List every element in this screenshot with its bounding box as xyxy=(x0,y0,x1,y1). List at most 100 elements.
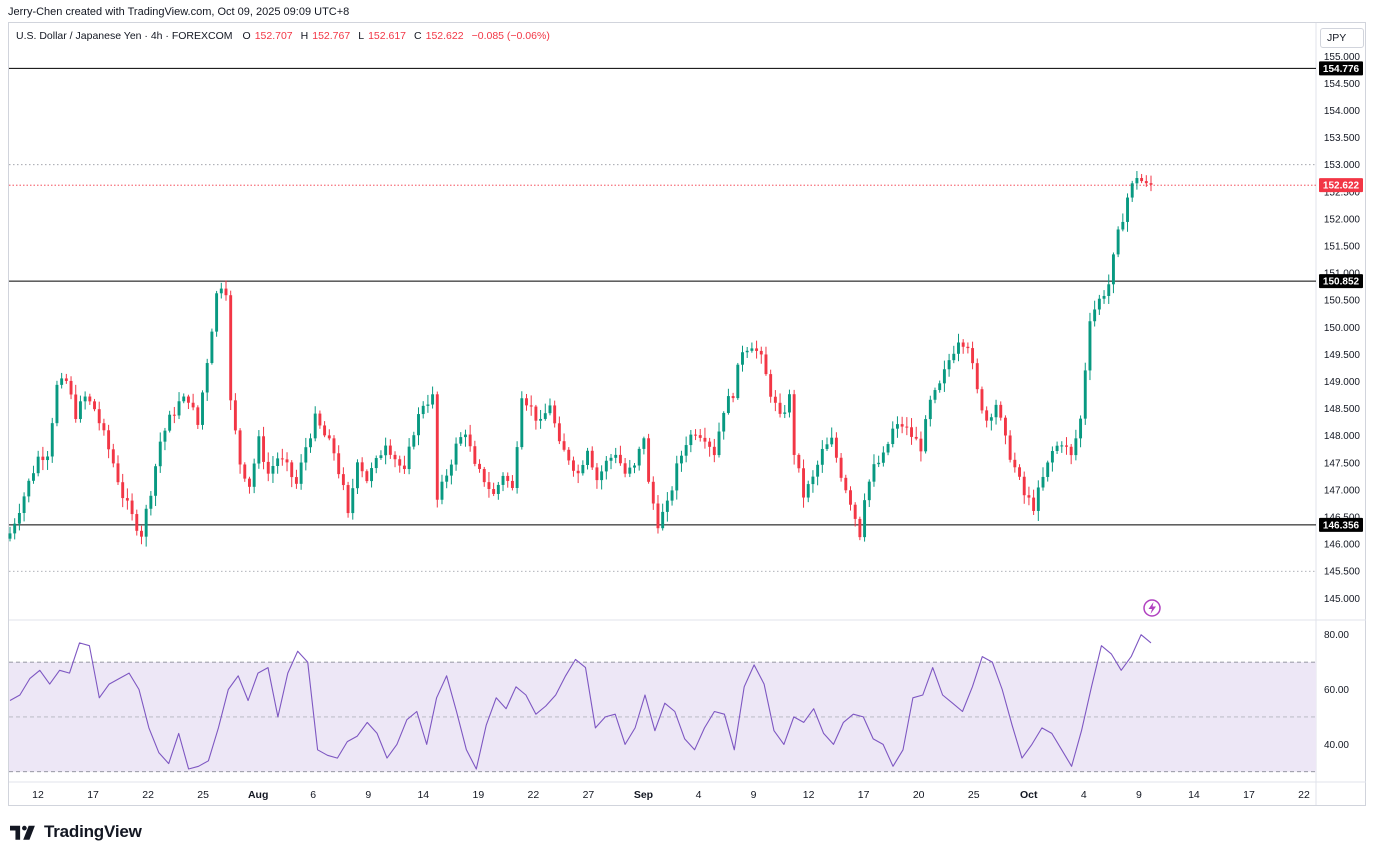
candle-body xyxy=(210,331,214,364)
time-tick-label: 22 xyxy=(1298,789,1310,801)
candle-body xyxy=(426,404,430,406)
ohlc-close-key: C xyxy=(414,30,422,42)
candle-body xyxy=(764,354,768,375)
candle-body xyxy=(1102,295,1106,299)
candle-body xyxy=(421,405,425,415)
candle-body xyxy=(689,434,693,446)
candle-body xyxy=(1032,497,1036,511)
candle-body xyxy=(407,446,411,470)
time-tick-label: 20 xyxy=(913,789,925,801)
candle-body xyxy=(1111,254,1115,285)
candle-body xyxy=(8,533,12,539)
candle-body xyxy=(60,378,64,385)
rsi-tick-label: 40.00 xyxy=(1324,740,1349,751)
candle-body xyxy=(374,458,378,469)
price-tick-label: 152.500 xyxy=(1324,187,1361,198)
price-axis[interactable]: 155.000 154.500 154.000 153.500 153.000 152.5… xyxy=(1319,52,1363,751)
currency-button[interactable]: JPY xyxy=(1320,28,1364,48)
candle-body xyxy=(97,409,101,424)
time-axis[interactable]: 12 17 22 25 Aug 6 9 14 19 22 27 Sep 4 9 12 17 20 25 Oct 4 9 1… xyxy=(32,789,1310,801)
candle-body xyxy=(802,468,805,498)
candle-body xyxy=(999,404,1003,418)
candle-body xyxy=(55,384,59,424)
candle-body xyxy=(177,401,181,416)
time-tick-label: 9 xyxy=(1136,789,1142,801)
candle-body xyxy=(778,402,782,414)
candle-body xyxy=(792,394,796,455)
candle-body xyxy=(196,407,200,425)
candle-body xyxy=(393,454,397,460)
price-tick-label: 149.000 xyxy=(1324,377,1361,388)
price-tick-label: 155.000 xyxy=(1324,52,1361,63)
candle-body xyxy=(158,441,162,467)
candle-body xyxy=(1065,445,1068,447)
candle-body xyxy=(154,466,158,496)
time-tick-label: 17 xyxy=(858,789,870,801)
rsi-tick-label: 80.00 xyxy=(1324,630,1349,641)
candle-body xyxy=(651,481,655,504)
candle-body xyxy=(665,500,669,512)
candle-body xyxy=(482,469,486,483)
last-price-tag xyxy=(1319,178,1363,193)
candle-body xyxy=(712,446,716,456)
candle-body xyxy=(618,454,622,464)
candle-body xyxy=(600,471,604,481)
price-tick-label: 153.000 xyxy=(1324,160,1361,171)
candle-body xyxy=(562,441,566,450)
price-tick-label: 150.000 xyxy=(1324,323,1361,334)
time-tick-label: 14 xyxy=(417,789,429,801)
time-tick-label: 25 xyxy=(968,789,980,801)
candle-body xyxy=(867,481,871,501)
candle-body xyxy=(262,436,266,462)
candle-body xyxy=(266,461,270,474)
candle-body xyxy=(365,471,369,482)
candle-body xyxy=(698,435,702,438)
candle-body xyxy=(327,435,331,439)
candle-body xyxy=(1055,445,1059,452)
candle-body xyxy=(957,342,960,354)
candle-body xyxy=(985,410,989,421)
candle-body xyxy=(370,468,374,482)
candle-body xyxy=(1126,197,1129,222)
candle-body xyxy=(1116,229,1120,255)
candle-body xyxy=(914,436,918,439)
time-tick-label: 17 xyxy=(1243,789,1255,801)
candle-body xyxy=(323,425,327,436)
candle-body xyxy=(449,464,453,476)
candle-body xyxy=(806,484,810,498)
candle-body xyxy=(989,417,993,421)
flash-icon-layer[interactable] xyxy=(1143,599,1161,617)
candle-body xyxy=(750,348,754,351)
rsi-tick-label: 60.00 xyxy=(1324,685,1349,696)
candle-body xyxy=(248,478,251,487)
candle-body xyxy=(238,430,242,465)
candle-body xyxy=(83,396,87,402)
candle-body xyxy=(731,396,735,399)
candle-body xyxy=(825,444,829,449)
candle-body xyxy=(623,463,627,474)
candle-body xyxy=(928,399,932,420)
candle-body xyxy=(233,400,237,431)
time-tick-label: 9 xyxy=(365,789,371,801)
price-tick-label: 145.500 xyxy=(1324,567,1361,578)
candle-body xyxy=(464,434,467,438)
candle-body xyxy=(304,447,308,463)
candle-body xyxy=(299,462,303,484)
candle-body xyxy=(435,394,439,500)
candle-body xyxy=(1130,183,1134,198)
candle-body xyxy=(111,449,115,464)
flash-bolt-icon xyxy=(1148,602,1156,614)
candle-body xyxy=(548,405,552,414)
candles-layer xyxy=(8,171,1153,547)
candle-body xyxy=(492,489,496,494)
level-price-tag xyxy=(1319,517,1363,532)
brand[interactable]: TradingView xyxy=(10,822,142,842)
candle-body xyxy=(872,464,876,482)
candle-body xyxy=(135,514,139,531)
candle-body xyxy=(140,530,143,537)
time-tick-label: 14 xyxy=(1188,789,1200,801)
candle-body xyxy=(755,348,759,351)
candle-body xyxy=(215,293,219,332)
level-price-tag xyxy=(1319,274,1363,289)
